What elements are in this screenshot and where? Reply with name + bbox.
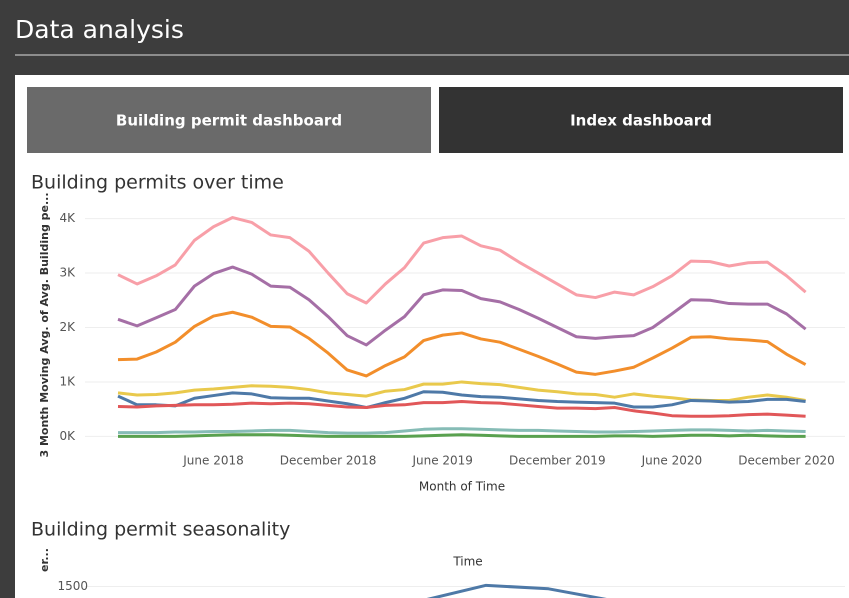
series-line — [118, 433, 806, 438]
x-axis-title: Month of Time — [419, 480, 505, 494]
tab-bg[interactable] — [27, 87, 431, 153]
chart-title: Building permit seasonality — [31, 519, 290, 541]
y-axis-title: er... — [38, 548, 51, 572]
y-tick-label: 1500 — [57, 579, 88, 593]
tab[interactable]: Building permit dashboard — [27, 87, 431, 153]
y-axis-title: 3 Month Moving Avg. of Avg. Building pe.… — [38, 192, 51, 457]
x-tick-label: June 2020 — [641, 454, 703, 468]
x-tick-label: December 2020 — [738, 454, 835, 468]
tab[interactable]: Index dashboard — [439, 87, 843, 153]
x-tick-label: June 2019 — [411, 454, 473, 468]
series-line — [117, 390, 806, 410]
series-line — [117, 310, 807, 378]
series-line — [117, 216, 807, 305]
y-tick-label: 1K — [59, 374, 76, 388]
chart: Building permits over time Month of Time 3… — [31, 172, 845, 494]
y-tick-label: 4K — [59, 211, 76, 225]
tab-label[interactable]: Index dashboard — [570, 112, 712, 130]
page-title: Data analysis — [15, 15, 184, 44]
series-line — [118, 427, 806, 435]
y-tick-label: 0K — [59, 429, 76, 443]
series-line — [426, 583, 607, 598]
tab-label[interactable]: Building permit dashboard — [116, 112, 342, 130]
x-tick-label: June 2018 — [182, 454, 244, 468]
y-tick-label: 2K — [59, 320, 76, 334]
y-tick-label: 3K — [59, 266, 76, 280]
tab-bg[interactable] — [439, 87, 843, 153]
series-line — [117, 265, 807, 347]
chart: Building permit seasonality Time er... 1500 — [31, 519, 845, 598]
x-axis-title: Time — [452, 555, 482, 569]
x-tick-label: December 2019 — [509, 454, 606, 468]
x-tick-label: December 2018 — [280, 454, 377, 468]
chart-title: Building permits over time — [31, 172, 284, 194]
series-line — [117, 400, 806, 418]
